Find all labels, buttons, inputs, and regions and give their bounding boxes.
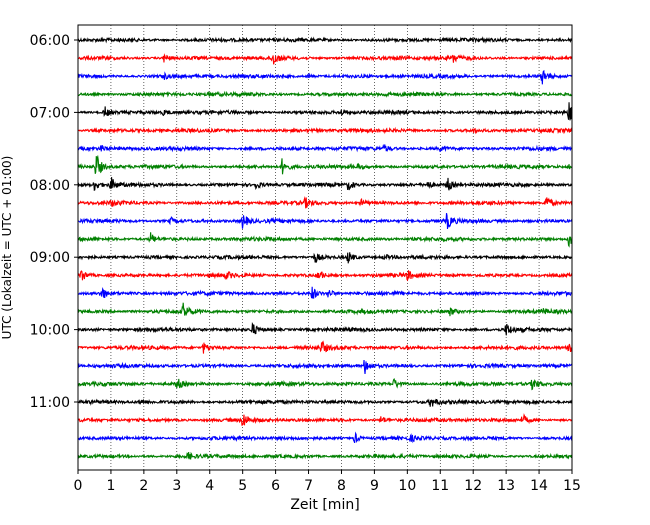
trace-0730	[77, 143, 573, 153]
x-axis-ticks: 0 1 2 3 4 5 6 7 8 9 10 11 12 13 14 15	[74, 470, 581, 494]
trace-0830	[77, 213, 573, 230]
x-tick-label: 4	[205, 478, 214, 494]
x-tick-label: 11	[431, 478, 449, 494]
trace-1000	[77, 321, 573, 336]
y-axis-ticks: 06:00 07:00 08:00 09:00 10:00 11:00	[30, 33, 78, 411]
y-tick-label: 07:00	[30, 105, 70, 121]
trace-1045	[77, 377, 573, 391]
x-tick-label: 14	[530, 478, 548, 494]
trace-1015	[77, 340, 573, 354]
y-tick-label: 10:00	[30, 323, 70, 339]
trace-0645	[77, 90, 573, 99]
trace-0815	[77, 195, 573, 209]
x-axis-label: Zeit [min]	[290, 497, 359, 513]
trace-0745	[77, 154, 573, 175]
x-tick-label: 9	[370, 478, 379, 494]
trace-1145	[77, 451, 573, 460]
trace-0930	[77, 286, 573, 299]
x-tick-label: 8	[337, 478, 346, 494]
trace-0900	[77, 252, 573, 264]
y-tick-label: 11:00	[30, 395, 70, 411]
y-tick-label: 09:00	[30, 250, 70, 266]
x-tick-label: 15	[563, 478, 581, 494]
trace-1100	[77, 398, 573, 407]
x-tick-label: 5	[238, 478, 247, 494]
trace-0945	[77, 302, 573, 317]
x-tick-label: 12	[464, 478, 482, 494]
trace-0600	[77, 36, 573, 44]
x-tick-label: 1	[106, 478, 115, 494]
trace-0800	[77, 177, 573, 191]
grid-layer	[110, 25, 540, 470]
y-axis-label: UTC (Lokalzeit = UTC + 01:00)	[0, 156, 14, 340]
trace-1130	[77, 431, 573, 444]
trace-1030	[77, 359, 573, 374]
x-tick-label: 10	[398, 478, 416, 494]
y-tick-label: 08:00	[30, 178, 70, 194]
x-tick-label: 3	[172, 478, 181, 494]
trace-0915	[77, 270, 573, 282]
x-tick-label: 0	[74, 478, 83, 494]
trace-0845	[77, 232, 573, 248]
y-tick-label: 06:00	[30, 33, 70, 49]
trace-0700	[77, 102, 573, 121]
trace-0630	[77, 69, 573, 85]
trace-0715	[77, 126, 573, 135]
x-tick-label: 7	[304, 478, 313, 494]
trace-1115	[77, 413, 573, 426]
trace-layer	[77, 36, 573, 460]
x-tick-label: 2	[139, 478, 148, 494]
trace-0615	[77, 53, 573, 65]
plot-frame	[77, 24, 573, 471]
x-tick-label: 6	[271, 478, 280, 494]
x-tick-label: 13	[497, 478, 515, 494]
